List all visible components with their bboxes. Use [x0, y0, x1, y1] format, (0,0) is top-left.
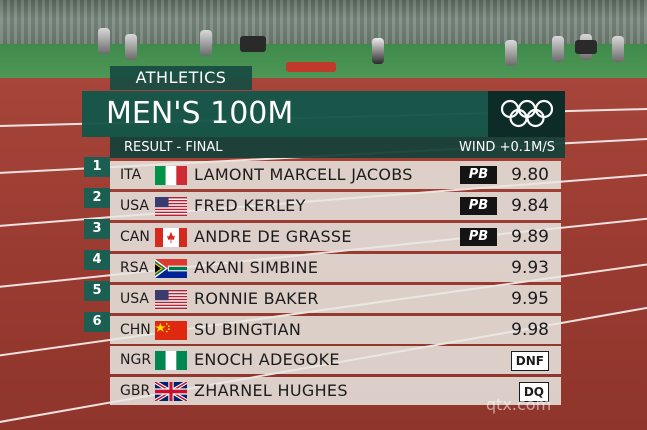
person-figure — [125, 34, 137, 60]
country-code: ITA — [120, 167, 142, 183]
rank-badge: 6 — [84, 312, 110, 332]
person-figure — [372, 38, 384, 64]
usa-flag-icon — [155, 197, 187, 216]
finish-time: 9.84 — [511, 196, 549, 216]
wind-value: +0.1M/S — [499, 140, 555, 155]
result-row: CHN SU BINGTIAN 9.98 — [110, 316, 561, 344]
wind-reading: WIND +0.1M/S — [459, 137, 555, 158]
result-row: ITA LAMONT MARCELL JACOBS PB 9.80 — [110, 161, 561, 189]
person-figure — [612, 36, 624, 62]
olympic-rings-icon — [500, 99, 553, 128]
track-barrier — [286, 62, 336, 72]
person-figure — [505, 40, 517, 66]
sport-label: ATHLETICS — [110, 66, 252, 90]
rank-badge: 4 — [84, 250, 110, 270]
person-figure — [552, 36, 564, 62]
rank-badge: 3 — [84, 219, 110, 239]
result-row: USA RONNIE BAKER 9.95 — [110, 285, 561, 313]
athlete-name: ZHARNEL HUGHES — [194, 381, 348, 400]
camera-equipment — [240, 36, 266, 52]
rank-badge: 1 — [84, 157, 110, 177]
status-badge: DQ — [518, 382, 549, 402]
rank-badge: 2 — [84, 188, 110, 208]
athlete-name: ENOCH ADEGOKE — [194, 350, 340, 369]
personal-best-badge: PB — [460, 228, 497, 246]
south-africa-flag-icon — [155, 259, 187, 278]
finish-time: 9.95 — [511, 289, 549, 309]
rank-badge: 5 — [84, 281, 110, 301]
italy-flag-icon — [155, 166, 187, 185]
uk-flag-icon — [155, 382, 187, 401]
status-badge: DNF — [510, 351, 549, 371]
athlete-name: SU BINGTIAN — [194, 320, 302, 339]
athlete-name: AKANI SIMBINE — [194, 258, 319, 277]
athlete-name: RONNIE BAKER — [194, 289, 319, 308]
result-row: USA FRED KERLEY PB 9.84 — [110, 192, 561, 220]
result-row: CAN ANDRE DE GRASSE PB 9.89 — [110, 223, 561, 251]
personal-best-badge: PB — [460, 197, 497, 215]
country-code: GBR — [120, 383, 151, 399]
usa-flag-icon — [155, 290, 187, 309]
event-title: MEN'S 100M — [82, 91, 488, 137]
watermark: qtx.com — [486, 395, 552, 414]
china-flag-icon — [155, 321, 187, 340]
athlete-name: LAMONT MARCELL JACOBS — [194, 165, 413, 184]
athlete-name: FRED KERLEY — [194, 196, 306, 215]
wind-label: WIND — [459, 140, 496, 155]
nigeria-flag-icon — [155, 351, 187, 370]
country-code: RSA — [120, 260, 149, 276]
athlete-name: ANDRE DE GRASSE — [194, 227, 352, 246]
result-label: RESULT - FINAL — [124, 140, 223, 155]
olympic-rings-logo — [488, 91, 565, 137]
finish-time: 9.93 — [511, 258, 549, 278]
country-code: USA — [120, 291, 149, 307]
country-code: NGR — [120, 352, 152, 368]
personal-best-badge: PB — [460, 166, 497, 184]
result-row: GBR ZHARNEL HUGHES DQ — [110, 377, 561, 405]
result-row: RSA AKANI SIMBINE 9.93 — [110, 254, 561, 282]
finish-time: 9.80 — [511, 165, 549, 185]
finish-time: 9.98 — [511, 320, 549, 340]
country-code: CHN — [120, 322, 151, 338]
canada-flag-icon — [155, 228, 187, 247]
finish-time: 9.89 — [511, 227, 549, 247]
person-figure — [98, 28, 110, 54]
result-subheader: RESULT - FINAL WIND +0.1M/S — [110, 137, 565, 158]
result-row: NGR ENOCH ADEGOKE DNF — [110, 346, 561, 374]
country-code: CAN — [120, 229, 150, 245]
camera-equipment — [575, 40, 597, 54]
country-code: USA — [120, 198, 149, 214]
person-figure — [200, 30, 212, 56]
